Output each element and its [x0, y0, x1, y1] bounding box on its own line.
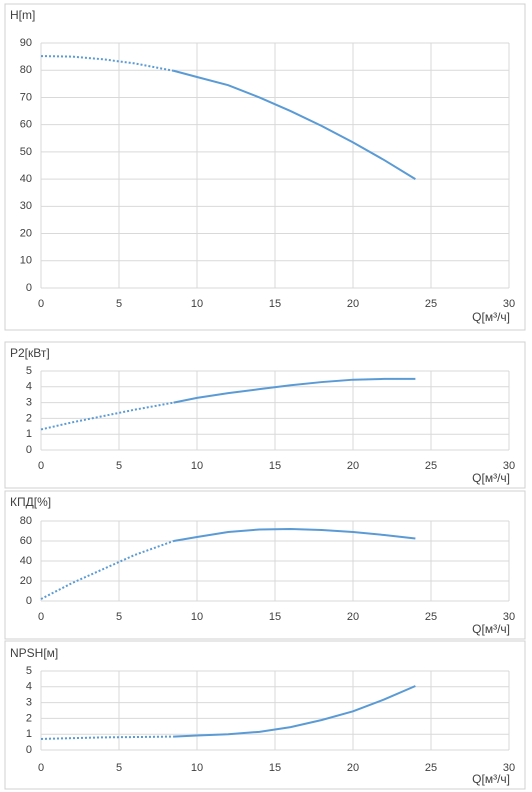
x-tick-label: 20	[347, 611, 359, 623]
x-tick-label: 30	[503, 460, 515, 472]
y-tick-label: 1	[26, 728, 32, 740]
y-tick-label: 3	[26, 397, 32, 409]
y-tick-label: 60	[20, 119, 32, 131]
y-tick-label: 60	[20, 535, 32, 547]
curve	[173, 69, 416, 180]
y-tick-label: 50	[20, 146, 32, 158]
y-tick-label: 2	[26, 412, 32, 424]
y-tick-label: 1	[26, 428, 32, 440]
x-tick-label: 20	[347, 460, 359, 472]
panel	[4, 490, 526, 640]
y-tick-label: 0	[26, 744, 32, 756]
x-tick-label: 20	[347, 762, 359, 774]
x-tick-label: 10	[191, 298, 203, 310]
y-tick-label: 5	[26, 365, 32, 377]
curve	[40, 540, 174, 600]
y-tick-label: 10	[20, 255, 32, 267]
y-tick-label: 2	[26, 712, 32, 724]
y-tick-label: 80	[20, 64, 32, 76]
x-tick-label: 10	[191, 762, 203, 774]
x-tick-label: 5	[116, 460, 122, 472]
x-axis-label: Q[м³/ч]	[472, 471, 510, 485]
x-tick-label: 0	[38, 298, 44, 310]
x-tick-label: 0	[38, 762, 44, 774]
chart-title: P2[кВт]	[10, 346, 50, 360]
x-axis-label: Q[м³/ч]	[472, 622, 510, 636]
y-tick-label: 40	[20, 173, 32, 185]
y-tick-label: 70	[20, 91, 32, 103]
y-tick-label: 20	[20, 575, 32, 587]
curve	[173, 527, 416, 542]
chart-title: КПД[%]	[10, 495, 51, 509]
x-tick-label: 0	[38, 611, 44, 623]
y-tick-label: 4	[26, 681, 32, 693]
panel	[4, 640, 526, 790]
y-tick-label: 3	[26, 697, 32, 709]
x-tick-label: 20	[347, 298, 359, 310]
x-tick-label: 5	[116, 762, 122, 774]
y-tick-label: 5	[26, 665, 32, 677]
y-tick-label: 0	[26, 595, 32, 607]
x-tick-label: 25	[425, 298, 437, 310]
x-axis-label: Q[м³/ч]	[472, 772, 510, 786]
panel	[4, 3, 526, 331]
curve	[173, 377, 416, 404]
y-tick-label: 0	[26, 444, 32, 456]
x-tick-label: 0	[38, 460, 44, 472]
x-tick-label: 30	[503, 298, 515, 310]
y-tick-label: 80	[20, 515, 32, 527]
x-tick-label: 30	[503, 762, 515, 774]
x-tick-label: 5	[116, 611, 122, 623]
x-tick-label: 10	[191, 460, 203, 472]
panel	[4, 341, 526, 489]
x-tick-label: 5	[116, 298, 122, 310]
curve	[40, 401, 174, 431]
y-tick-label: 0	[26, 282, 32, 294]
x-axis-label: Q[м³/ч]	[472, 310, 510, 324]
y-tick-label: 4	[26, 381, 32, 393]
x-tick-label: 15	[269, 762, 281, 774]
curve	[173, 685, 416, 738]
x-tick-label: 25	[425, 762, 437, 774]
y-tick-label: 90	[20, 37, 32, 49]
chart-title: NPSH[м]	[10, 646, 58, 660]
x-tick-label: 10	[191, 611, 203, 623]
y-tick-label: 40	[20, 555, 32, 567]
curve	[40, 55, 174, 72]
curve	[40, 735, 174, 740]
y-tick-label: 30	[20, 200, 32, 212]
y-tick-label: 20	[20, 227, 32, 239]
x-tick-label: 30	[503, 611, 515, 623]
x-tick-label: 25	[425, 611, 437, 623]
x-tick-label: 15	[269, 460, 281, 472]
x-tick-label: 15	[269, 611, 281, 623]
x-tick-label: 25	[425, 460, 437, 472]
chart-title: H[m]	[10, 8, 35, 22]
x-tick-label: 15	[269, 298, 281, 310]
